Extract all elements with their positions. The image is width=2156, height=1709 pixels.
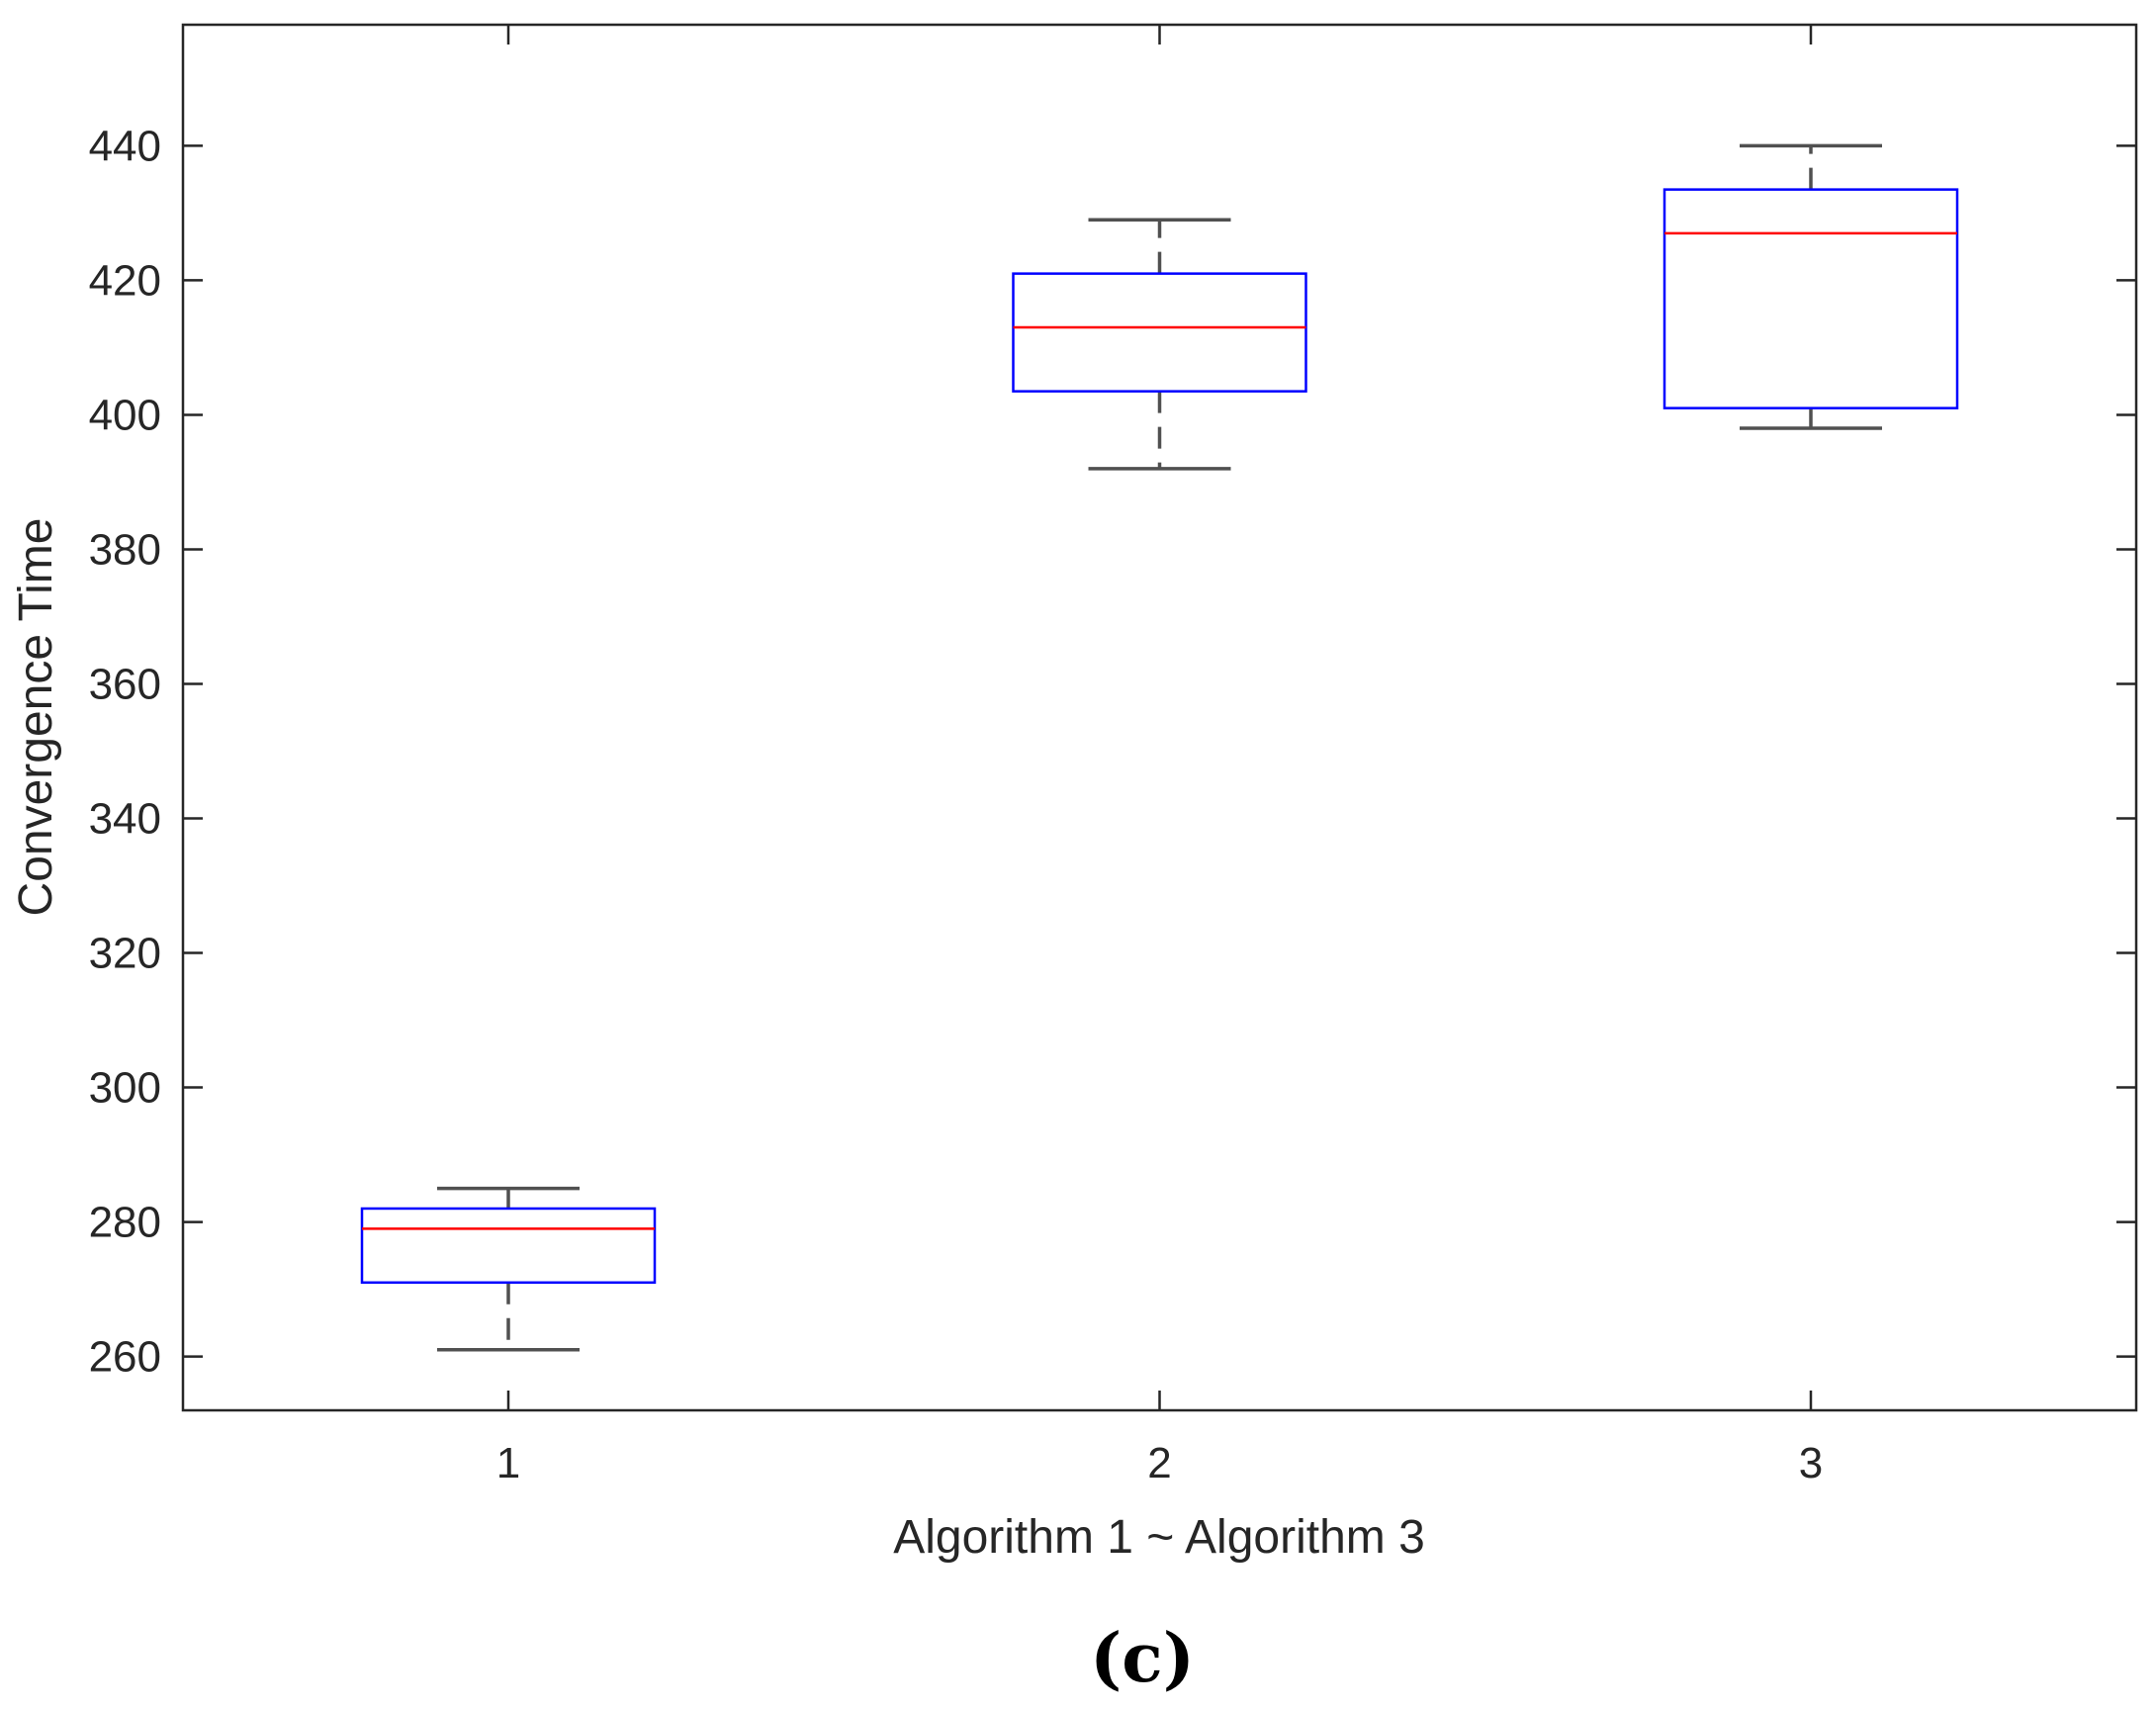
y-tick-label: 260 xyxy=(89,1333,161,1382)
y-tick-label: 440 xyxy=(89,122,161,170)
box xyxy=(360,1207,657,1285)
x-tick-label: 3 xyxy=(1799,1439,1823,1487)
y-tick-label: 340 xyxy=(89,795,161,844)
box xyxy=(1662,188,1959,409)
box-group-2 xyxy=(1012,218,1307,471)
boxes xyxy=(360,143,1959,1352)
y-axis-title: Convergence Time xyxy=(10,518,62,917)
y-tick-label: 320 xyxy=(89,930,161,978)
y-tick-label: 280 xyxy=(89,1199,161,1247)
box-group-1 xyxy=(360,1186,657,1352)
box xyxy=(1012,272,1307,393)
y-tick-label: 360 xyxy=(89,660,161,708)
y-tick-label: 380 xyxy=(89,525,161,574)
x-tick-label: 1 xyxy=(496,1439,520,1487)
y-tick-label: 400 xyxy=(89,391,161,439)
x-tick-label: 2 xyxy=(1147,1439,1171,1487)
panel-label: (c) xyxy=(1090,1619,1195,1698)
y-tick-label: 300 xyxy=(89,1064,161,1113)
x-axis-title: Algorithm 1 ~ Algorithm 3 xyxy=(893,1511,1425,1564)
box-group-3 xyxy=(1662,143,1959,430)
x-axis: 1 2 3 xyxy=(496,25,1823,1487)
y-tick-label: 420 xyxy=(89,256,161,305)
y-axis: 260 280 300 320 340 360 380 400 420 440 xyxy=(89,122,2136,1382)
